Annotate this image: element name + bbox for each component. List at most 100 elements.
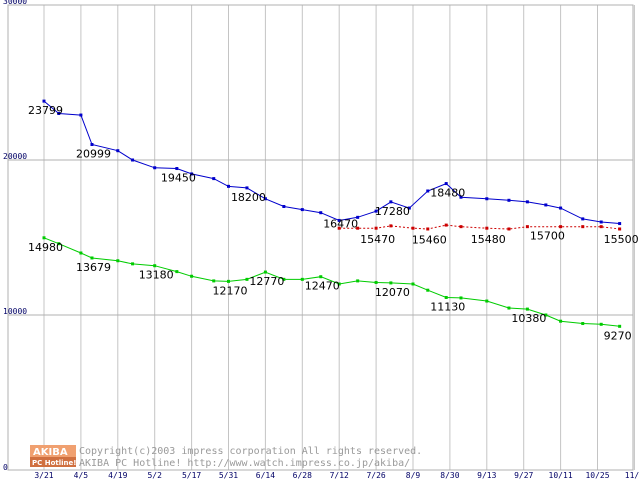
series-point-1 <box>175 167 179 171</box>
series-point-3 <box>57 242 61 246</box>
x-tick-label: 7/26 <box>366 471 385 480</box>
series-point-3 <box>190 274 194 278</box>
x-tick-label: 7/12 <box>330 471 349 480</box>
x-tick-label: 4/5 <box>74 471 89 480</box>
series-point-1 <box>485 197 489 201</box>
series-point-2 <box>599 225 603 229</box>
series-point-1 <box>581 217 585 221</box>
series-point-3 <box>559 319 563 323</box>
series-point-3 <box>618 324 622 328</box>
data-label: 12770 <box>249 275 284 288</box>
series-point-2 <box>389 224 393 228</box>
series-point-3 <box>319 275 323 279</box>
series-point-3 <box>153 264 157 268</box>
data-label: 12170 <box>213 284 248 297</box>
series-point-1 <box>618 222 622 226</box>
series-point-3 <box>131 262 135 266</box>
series-point-3 <box>116 259 120 263</box>
data-label: 18200 <box>231 191 266 204</box>
series-point-1 <box>559 206 563 210</box>
series-point-1 <box>407 206 411 210</box>
series-point-2 <box>444 223 448 227</box>
series-point-1 <box>300 208 304 212</box>
series-line-3 <box>43 237 620 327</box>
series-point-2 <box>485 226 489 230</box>
series-line-2 <box>339 224 620 230</box>
x-tick-label: 8/30 <box>440 471 459 480</box>
copyright-watermark: AKIBA PC Hotline! Copyright(c)2003 impre… <box>30 445 422 469</box>
data-label: 20999 <box>76 148 111 161</box>
x-tick-label: 6/28 <box>293 471 312 480</box>
series-point-3 <box>356 279 360 283</box>
series-point-3 <box>426 288 430 292</box>
x-tick-label: 10/11 <box>549 471 573 480</box>
series-point-1 <box>79 113 83 117</box>
y-tick-label: 0 <box>3 463 8 472</box>
series-point-1 <box>42 99 46 103</box>
series-point-2 <box>618 227 622 231</box>
x-tick-label: 6/14 <box>256 471 275 480</box>
series-point-3 <box>282 277 286 281</box>
logo-bottom-text: PC Hotline! <box>32 459 76 467</box>
x-tick-label: 5/17 <box>182 471 201 480</box>
data-label: 10380 <box>511 312 546 325</box>
series-point-1 <box>190 172 194 176</box>
data-label: 9270 <box>604 329 632 342</box>
series-point-1 <box>263 197 267 201</box>
series-point-1 <box>444 182 448 186</box>
x-tick-label: 9/27 <box>514 471 533 480</box>
x-tick-label: 5/31 <box>219 471 238 480</box>
data-label: 15460 <box>412 233 447 246</box>
series-point-1 <box>90 143 94 146</box>
series-point-2 <box>507 227 511 231</box>
data-label: 18480 <box>430 187 465 200</box>
chart-grid <box>7 4 635 471</box>
series-point-1 <box>131 158 135 162</box>
series-point-1 <box>459 195 463 199</box>
logo-bottom-block <box>30 457 76 467</box>
series-point-2 <box>337 226 341 230</box>
chart-tick-labels: 3/21 4/5 4/19 5/2 5/17 5/31 6/14 6/28 7/12 7/26 8/… <box>3 0 640 480</box>
data-label: 14980 <box>28 241 63 254</box>
series-point-3 <box>263 270 267 274</box>
data-label: 11130 <box>430 300 465 313</box>
copyright-line-2: AKIBA PC Hotline! http://www.watch.impre… <box>79 458 410 469</box>
x-tick-label: 8/9 <box>406 471 421 480</box>
series-point-1 <box>544 203 548 207</box>
series-point-3 <box>79 251 83 255</box>
y-tick-label: 10000 <box>3 307 27 316</box>
series-point-2 <box>459 225 463 229</box>
y-tick-label: 20000 <box>3 152 27 161</box>
series-point-3 <box>245 277 249 281</box>
series-point-2 <box>426 227 430 231</box>
chart-series-layer <box>42 99 622 328</box>
series-point-1 <box>57 112 61 115</box>
data-label: 12470 <box>305 280 340 293</box>
x-tick-label: 11/1 <box>625 471 640 480</box>
logo-top-text: AKIBA <box>33 447 68 458</box>
data-label: 15500 <box>604 233 639 246</box>
series-point-2 <box>356 226 360 230</box>
series-point-3 <box>212 279 216 283</box>
data-label: 23799 <box>28 104 63 117</box>
series-point-1 <box>599 220 603 224</box>
series-point-2 <box>559 225 563 229</box>
series-point-3 <box>337 282 341 286</box>
x-tick-label: 3/21 <box>34 471 53 480</box>
series-point-3 <box>444 295 448 299</box>
plot-area <box>7 4 634 471</box>
akiba-pc-hotline-logo: AKIBA PC Hotline! <box>30 445 76 467</box>
x-tick-label: 4/19 <box>108 471 127 480</box>
x-tick-label: 5/2 <box>147 471 162 480</box>
series-point-1 <box>389 200 393 204</box>
data-label: 13180 <box>139 269 174 282</box>
series-point-2 <box>581 225 585 229</box>
series-point-3 <box>175 270 179 274</box>
series-point-3 <box>581 322 585 326</box>
data-label: 19450 <box>161 172 196 185</box>
series-point-3 <box>227 279 230 283</box>
series-point-3 <box>544 313 548 317</box>
series-point-3 <box>90 256 94 260</box>
series-point-1 <box>227 184 230 188</box>
